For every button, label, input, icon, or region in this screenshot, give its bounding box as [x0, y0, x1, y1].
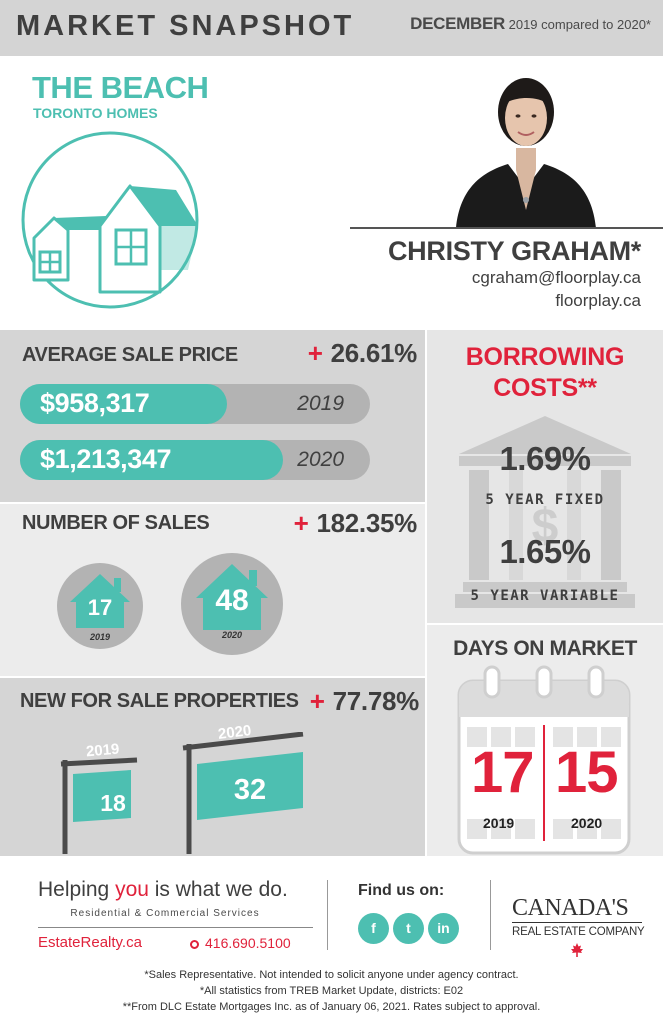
plus-icon: + [307, 338, 323, 368]
svg-text:$: $ [532, 500, 559, 553]
sales-year-2019: 2019 [89, 632, 111, 642]
number-of-sales-panel: NUMBER OF SALES +182.35% 17 2019 48 2020 [0, 504, 425, 676]
borrowing-costs-title: BORROWING COSTS** [427, 342, 663, 404]
linkedin-icon[interactable]: in [428, 913, 459, 944]
new-for-sale-year-2019: 2019 [85, 740, 121, 761]
company-website-link[interactable]: EstateRealty.ca [38, 934, 142, 951]
tagline-highlight: you [115, 878, 149, 901]
footer-divider [38, 927, 313, 928]
sales-year-2020: 2020 [221, 630, 243, 640]
days-on-market-panel: DAYS ON MARKET 17 2019 15 2020 [427, 625, 663, 856]
company-logo-divider [512, 922, 642, 923]
borrowing-costs-title-line2: COSTS** [493, 374, 597, 402]
phone-number[interactable]: 416.690.5100 [190, 935, 291, 951]
services-label: Residential & Commercial Services [70, 908, 260, 919]
days-value-2020: 15 [555, 740, 619, 805]
period-text: 2019 compared to 2020* [508, 17, 651, 32]
new-for-sale-change-value: 77.78% [332, 686, 420, 716]
period-month: DECEMBER [410, 14, 505, 33]
facebook-icon[interactable]: f [358, 913, 389, 944]
days-value-2019: 17 [471, 740, 535, 805]
average-sale-price-title: AVERAGE SALE PRICE [22, 344, 238, 366]
price-year-2020: 2020 [297, 448, 344, 471]
new-for-sale-value-2019: 18 [100, 790, 126, 816]
fixed-rate-value: 1.69% [499, 440, 591, 477]
footnote-3: **From DLC Estate Mortgages Inc. as of J… [122, 1001, 541, 1013]
house-icon [181, 553, 283, 655]
house-icon [57, 563, 143, 649]
tagline-end: is what we do. [148, 878, 288, 901]
number-of-sales-change-value: 182.35% [316, 508, 417, 538]
price-bar-2019: $958,317 2019 [20, 384, 370, 424]
find-us-label: Find us on: [358, 882, 445, 899]
price-value-2020: $1,213,347 [40, 444, 172, 474]
borrowing-costs-title-line1: BORROWING [465, 343, 625, 371]
company-logo-name: CANADA'S [512, 895, 629, 921]
average-sale-price-change: +26.61% [307, 338, 418, 369]
days-year-2019: 2019 [483, 815, 515, 831]
area-subtitle: TORONTO HOMES [33, 105, 158, 121]
new-for-sale-change: +77.78% [309, 686, 420, 717]
sales-value-2019: 17 [87, 595, 113, 620]
plus-icon: + [293, 508, 309, 538]
header-bar [0, 0, 663, 56]
sales-value-2020: 48 [215, 584, 249, 617]
period-label: DECEMBER 2019 compared to 2020* [410, 14, 651, 34]
new-for-sale-panel: NEW FOR SALE PROPERTIES +77.78% 2019 18 … [0, 678, 425, 856]
price-bar-2020: $1,213,347 2020 [20, 440, 370, 480]
number-of-sales-title: NUMBER OF SALES [22, 512, 210, 534]
phone-icon [190, 940, 199, 949]
plus-icon: + [309, 686, 325, 716]
new-for-sale-value-2020: 32 [233, 774, 267, 806]
variable-rate-value: 1.65% [499, 533, 591, 570]
bank-icon: $ [455, 416, 635, 608]
footer-vertical-divider [490, 880, 491, 950]
price-bar-fill-2019 [20, 384, 227, 424]
tagline: Helping you is what we do. [38, 878, 288, 902]
agent-website[interactable]: floorplay.ca [555, 291, 641, 310]
average-sale-price-change-value: 26.61% [330, 338, 418, 368]
tagline-start: Helping [38, 878, 116, 901]
new-for-sale-title: NEW FOR SALE PROPERTIES [20, 690, 299, 712]
borrowing-costs-panel: BORROWING COSTS** $ 1.69% 5 YEAR FIXED 1… [427, 330, 663, 623]
footnote-1: *Sales Representative. Not intended to s… [144, 969, 519, 981]
variable-rate-label: 5 YEAR VARIABLE [470, 588, 620, 604]
house-outline-icon [21, 131, 199, 309]
footnote-2: *All statistics from TREB Market Update,… [199, 985, 464, 997]
average-sale-price-panel: AVERAGE SALE PRICE +26.61% $958,317 2019… [0, 330, 425, 502]
days-on-market-title: DAYS ON MARKET [453, 637, 637, 660]
agent-email[interactable]: cgraham@floorplay.ca [471, 268, 641, 287]
company-logo-subtitle: REAL ESTATE COMPANY [512, 926, 645, 938]
calendar-icon [457, 665, 631, 855]
price-year-2019: 2019 [297, 392, 344, 415]
area-name: THE BEACH [32, 70, 209, 105]
price-value-2019: $958,317 [40, 388, 150, 418]
number-of-sales-change: +182.35% [293, 508, 418, 539]
for-sale-sign-icon [60, 732, 304, 854]
maple-leaf-icon [571, 943, 583, 957]
agent-photo [442, 60, 610, 228]
phone-number-text: 416.690.5100 [205, 935, 291, 951]
page-title: MARKET SNAPSHOT [16, 10, 355, 42]
fixed-rate-label: 5 YEAR FIXED [485, 492, 605, 508]
twitter-icon[interactable]: t [393, 913, 424, 944]
days-year-2020: 2020 [571, 815, 603, 831]
agent-name: CHRISTY GRAHAM* [387, 236, 641, 266]
footer-vertical-divider [327, 880, 328, 950]
agent-divider [350, 227, 663, 229]
price-bar-fill-2020 [20, 440, 283, 480]
